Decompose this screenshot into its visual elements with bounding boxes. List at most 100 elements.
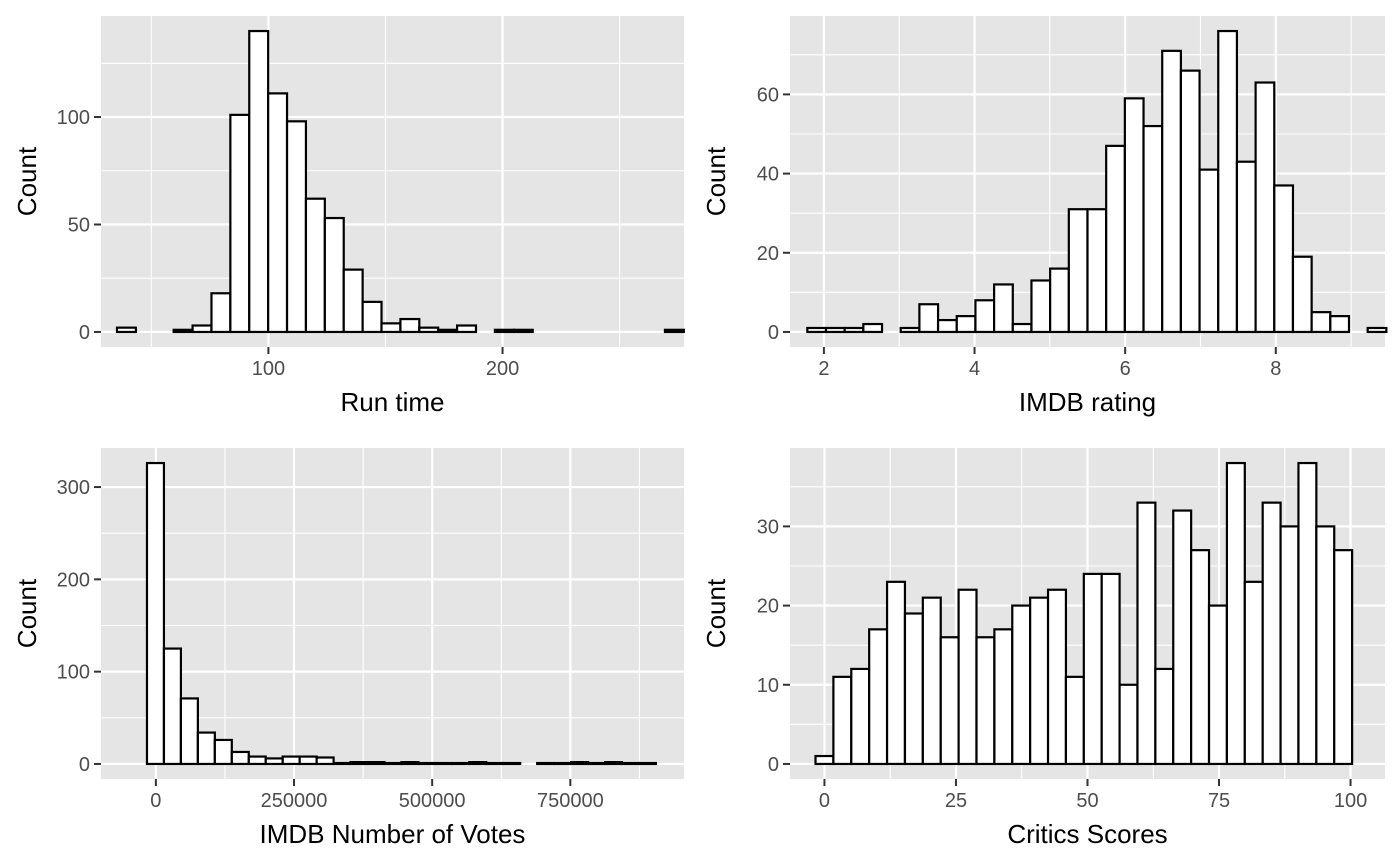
histogram-bar [247,755,267,766]
histogram-bar [862,322,884,334]
histogram-run-time: 100 200 0 50 100 Run time Count [12,16,685,417]
histogram-bar [843,326,865,334]
histogram-bar [1172,509,1193,766]
histogram-bar [603,761,624,766]
x-tick-label: 0 [819,790,830,812]
y-axis-title: Count [701,578,731,648]
histogram-bar [145,461,166,766]
histogram-bar [380,322,402,334]
histogram-bar [868,628,889,766]
histogram-bar [342,268,364,334]
panel-background [101,16,684,347]
histogram-bar [1291,255,1313,334]
histogram-bar [1142,124,1164,334]
y-tick-label: 10 [757,675,779,697]
histogram-bar [191,324,213,334]
histogram-bar [586,761,607,766]
histogram-bar [637,761,658,766]
x-axis-title: Critics Scores [1007,819,1167,849]
x-tick-label: 500000 [399,790,466,812]
histogram-bar [1118,683,1139,766]
histogram-bar [1254,81,1276,334]
histogram-bar [1198,168,1220,334]
x-tick-label: 100 [252,358,285,380]
histogram-bar [553,761,573,766]
histogram-bar [451,761,471,766]
histogram-bar [993,628,1014,766]
histogram-bar [918,303,940,334]
y-tick-label: 30 [757,516,779,538]
histogram-bar [936,318,958,334]
x-tick-label: 250000 [261,790,328,812]
histogram-bar [361,300,383,334]
histogram-bar [437,328,459,334]
histogram-bar [1261,501,1282,766]
x-axis-title: IMDB Number of Votes [260,819,526,849]
x-tick-label: 50 [1076,790,1098,812]
histogram-bar [814,754,835,766]
y-tick-label: 200 [57,569,90,591]
x-tick-label: 25 [945,790,967,812]
histogram-critics-scores: 0 25 50 75 100 0 10 20 30 Critics Scores Count [701,448,1385,849]
histogram-bar [1207,604,1229,766]
histogram-bar [1067,208,1089,334]
histogram-bar [485,761,505,766]
x-tick-label: 8 [1270,358,1281,380]
histogram-bar [1086,208,1108,334]
histogram-bar [975,636,996,766]
histogram-bar [957,588,978,766]
x-tick-label: 4 [969,358,980,380]
histogram-bar [536,761,556,766]
histogram-bar [1179,69,1201,334]
x-axis-title: IMDB rating [1019,387,1156,417]
y-axis-title: Count [12,578,42,648]
histogram-bar [1011,604,1032,766]
y-axis-title: Count [12,146,42,216]
histogram-bar [824,326,846,334]
histogram-bar [285,120,308,334]
histogram-bar [1225,461,1246,766]
histogram-bar [383,761,403,766]
histogram-bar [1366,326,1388,334]
histogram-bar [1329,315,1351,334]
x-tick-label: 0 [150,790,161,812]
histogram-bar [1011,322,1033,334]
x-tick-label: 100 [1334,790,1367,812]
histogram-bar [264,757,284,766]
histogram-bar [955,315,977,334]
histogram-bar [1273,184,1295,334]
histogram-bar [267,92,289,334]
y-tick-label: 20 [757,243,779,265]
x-tick-label: 2 [818,358,829,380]
y-tick-label: 100 [57,107,90,129]
histogram-bar [315,756,335,766]
histogram-bar [1190,549,1211,766]
histogram-bar [1154,667,1175,766]
histogram-bar [1243,580,1264,766]
histogram-bar [620,761,641,766]
histogram-bar [179,697,199,766]
y-tick-label: 0 [768,322,779,344]
histogram-bar [1310,311,1332,334]
y-tick-label: 40 [757,164,779,186]
histogram-imdb-votes: 0 250000 500000 750000 0 100 200 300 IMDB Number… [12,448,684,849]
x-tick-label: 200 [486,358,519,380]
histogram-bar [502,761,522,766]
histogram-bar [1029,596,1050,766]
histogram-bar [493,328,515,334]
y-tick-label: 0 [768,754,779,776]
histogram-bar [570,761,590,766]
histogram-bar [400,761,420,766]
histogram-bar [196,731,216,766]
histogram-bar [1049,267,1070,334]
histogram-bar [332,761,352,766]
y-axis-title: Count [701,146,731,216]
y-tick-label: 300 [57,477,90,499]
x-tick-label: 750000 [537,790,604,812]
histogram-bar [162,647,183,766]
histogram-bar [974,299,996,334]
histogram-bar [663,328,685,334]
histogram-bar [1082,572,1103,766]
y-tick-label: 60 [757,84,779,106]
histogram-bar [1279,525,1300,766]
